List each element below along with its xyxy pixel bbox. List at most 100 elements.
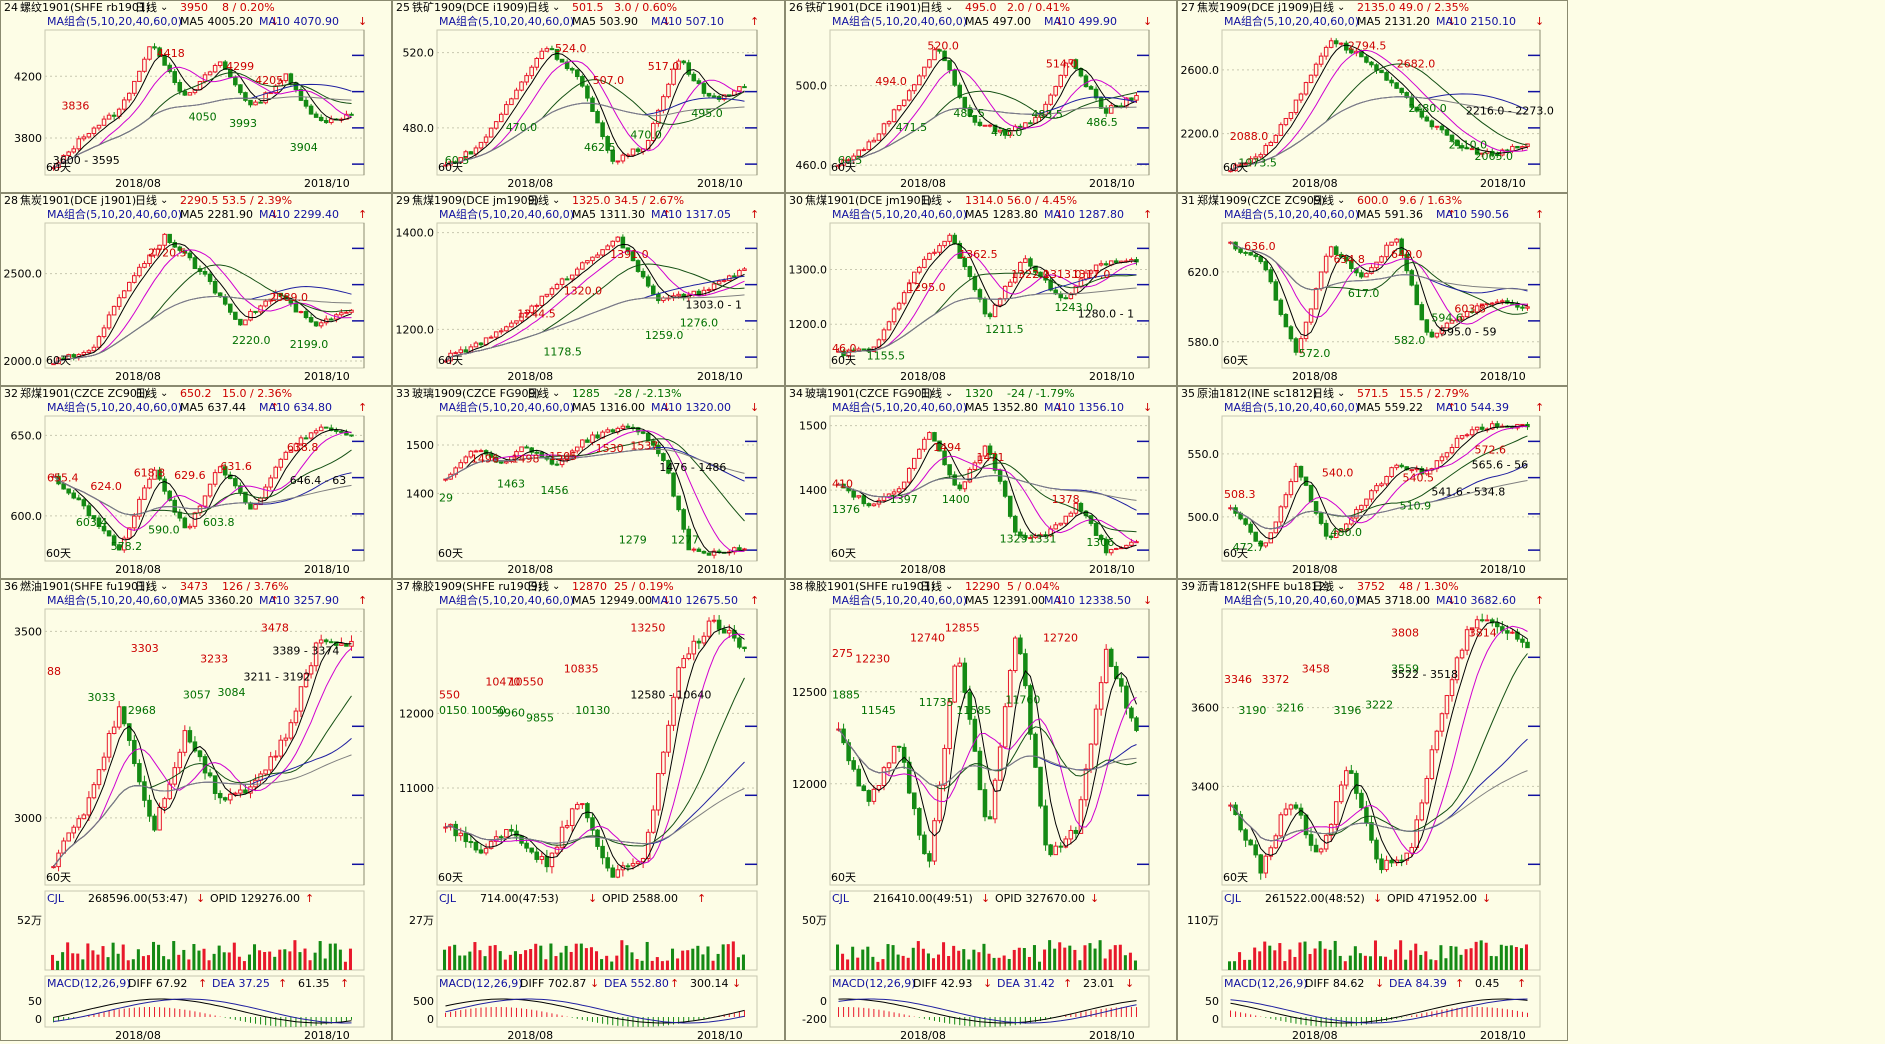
period-dropdown[interactable]: 日线: [1312, 0, 1334, 14]
chart-panel-39[interactable]: 39 沥青1812(SHFE bu1812) 日线 ⌄ 3752 48 / 1.30% MA…: [1177, 579, 1568, 1041]
ma10-value: MA10 590.56: [1436, 208, 1509, 221]
ma5-direction: ↓: [662, 15, 671, 28]
price-annotation: 1279: [619, 534, 647, 547]
candle-body: [458, 462, 464, 469]
candle-body: [66, 151, 71, 156]
volume-bar: [1283, 961, 1287, 970]
chart-panel-30[interactable]: 30 焦煤1901(DCE jm1901) 日线 ⌄ 1314.0 56.0 / 4.45…: [785, 193, 1177, 386]
chart-panel-34[interactable]: 34 玻璃1901(CZCE FG901) 日线 ⌄ 1320 -24 / -1.79% M…: [785, 386, 1177, 579]
panel-number: 31: [1181, 194, 1195, 207]
volume-bar: [846, 959, 850, 970]
chart-panel-24[interactable]: 24 螺纹1901(SHFE rb1901) 日线 ⌄ 3950 8 / 0.20% MA组…: [0, 0, 392, 193]
period-dropdown[interactable]: 日线: [527, 193, 549, 207]
candle-body: [1399, 87, 1404, 94]
candle-body: [308, 432, 314, 439]
period-dropdown[interactable]: 日线: [1312, 193, 1334, 207]
price-annotation: 10050: [471, 704, 506, 717]
volume-bar: [1484, 942, 1488, 970]
dea-line: [1230, 998, 1528, 1024]
price-annotation: 1505: [549, 450, 577, 463]
period-dropdown[interactable]: 日线: [135, 193, 157, 207]
chart-panel-26[interactable]: 26 铁矿1901(DCE i1901) 日线 ⌄ 495.0 2.0 / 0.41% MA…: [785, 0, 1177, 193]
contract-name: 螺纹1901(SHFE rb1901): [20, 0, 150, 14]
volume-bar: [696, 945, 700, 970]
candle-body: [1359, 272, 1364, 278]
chart-panel-37[interactable]: 37 橡胶1909(SHFE ru1909) 日线 ⌄ 12870 25 / 0.19% M…: [392, 579, 785, 1041]
price-annotation: 3836: [61, 99, 89, 112]
candle-body: [917, 266, 922, 273]
chart-panel-38[interactable]: 38 橡胶1901(SHFE ru1901) 日线 ⌄ 12290 5 / 0.04% MA…: [785, 579, 1177, 1041]
macd-direction: ↑: [340, 977, 349, 990]
panel-number: 38: [789, 580, 803, 593]
chart-panel-33[interactable]: 33 玻璃1909(CZCE FG909) 日线 ⌄ 1285 -28 / -2.13% M…: [392, 386, 785, 579]
chart-panel-29[interactable]: 29 焦煤1909(DCE jm1909) 日线 ⌄ 1325.0 34.5 / 2.67…: [392, 193, 785, 386]
period-dropdown[interactable]: 日线: [1312, 386, 1334, 400]
candle-body: [514, 89, 519, 100]
period-dropdown[interactable]: 日线: [920, 579, 942, 593]
candle-body: [1338, 42, 1344, 45]
chart-panel-32[interactable]: 32 郑煤1901(CZCE ZC901) 日线 ⌄ 650.2 15.0 / 2.36%…: [0, 386, 392, 579]
volume-bar: [1494, 956, 1498, 970]
ma5-direction: ↑: [662, 208, 671, 221]
period-dropdown[interactable]: 日线: [135, 0, 157, 14]
candle-body: [498, 330, 504, 333]
period-dropdown[interactable]: 日线: [920, 0, 942, 14]
dea-value: DEA 31.42: [997, 977, 1055, 990]
chart-svg: 29 焦煤1909(DCE jm1909)日线 ⌄ 1325.0 34.5 / 2.67…: [392, 193, 785, 386]
volume-bar: [916, 941, 920, 970]
cjl-direction: ↓: [981, 892, 990, 905]
date-label-right: 2018/10: [304, 1029, 350, 1041]
y-tick-label: 1400: [799, 484, 827, 497]
ma5-value: MA5 559.22: [1357, 401, 1423, 414]
chart-panel-27[interactable]: 27 焦炭1909(DCE j1909) 日线 ⌄ 2135.0 49.0 / 2.35%…: [1177, 0, 1568, 193]
candle-body: [922, 258, 927, 268]
candles: [1228, 613, 1530, 880]
candle-body: [268, 477, 273, 488]
lookback-label: 60天: [46, 547, 71, 560]
volume-bar: [1353, 946, 1357, 970]
candle-body: [917, 448, 922, 459]
volume-bar: [116, 953, 120, 970]
period-dropdown[interactable]: 日线: [527, 386, 549, 400]
candle-body: [1364, 807, 1369, 824]
candle-body: [1495, 301, 1500, 304]
price-annotation: 629.6: [174, 469, 206, 482]
period-dropdown[interactable]: 日线: [527, 0, 549, 14]
period-dropdown[interactable]: 日线: [920, 193, 942, 207]
candle-body: [162, 55, 167, 66]
candle-body: [111, 535, 117, 546]
period-dropdown[interactable]: 日线: [135, 579, 157, 593]
price-annotation: 3389 - 3374: [272, 645, 339, 658]
candle-body: [866, 141, 872, 151]
candle-body: [574, 803, 580, 810]
price-annotation: 3478: [261, 621, 289, 634]
candle-body: [615, 236, 621, 242]
period-dropdown[interactable]: 日线: [527, 579, 549, 593]
candle-body: [1344, 42, 1349, 51]
chart-panel-35[interactable]: 35 原油1812(INE sc1812) 日线 ⌄ 571.5 15.5 / 2.79%…: [1177, 386, 1568, 579]
candle-body: [1103, 648, 1109, 684]
volume-bar: [876, 961, 880, 970]
ma-group-label: MA组合(5,10,20,40,60,0): [832, 593, 967, 607]
volume-bar: [1012, 949, 1016, 970]
chart-svg: 38 橡胶1901(SHFE ru1901)日线 ⌄ 12290 5 / 0.04%MA…: [785, 579, 1177, 1041]
ma-group-label: MA组合(5,10,20,40,60,0): [47, 207, 182, 221]
opid-value: OPID 471952.00: [1387, 892, 1477, 905]
y-tick-label: 550.0: [1188, 448, 1220, 461]
volume-bar: [1017, 947, 1021, 970]
candle-body: [686, 528, 692, 551]
candle-body: [549, 458, 555, 465]
period-dropdown[interactable]: 日线: [1312, 579, 1334, 593]
candle-body: [590, 434, 595, 443]
candle-body: [137, 763, 142, 783]
chart-panel-28[interactable]: 28 焦炭1901(DCE j1901) 日线 ⌄ 2290.5 53.5 / 2.39%…: [0, 193, 392, 386]
ma5-value: MA5 12949.00: [572, 594, 652, 607]
chart-panel-31[interactable]: 31 郑煤1909(CZCE ZC909) 日线 ⌄ 600.0 9.6 / 1.63% M…: [1177, 193, 1568, 386]
period-dropdown[interactable]: 日线: [920, 386, 942, 400]
candle-body: [580, 76, 585, 87]
date-label-left: 2018/08: [1292, 563, 1338, 576]
candle-body: [1288, 112, 1294, 119]
period-dropdown[interactable]: 日线: [135, 386, 157, 400]
chart-panel-25[interactable]: 25 铁矿1909(DCE i1909) 日线 ⌄ 501.5 3.0 / 0.60% MA…: [392, 0, 785, 193]
chart-panel-36[interactable]: 36 燃油1901(SHFE fu1901) 日线 ⌄ 3473 126 / 3.76% M…: [0, 579, 392, 1041]
